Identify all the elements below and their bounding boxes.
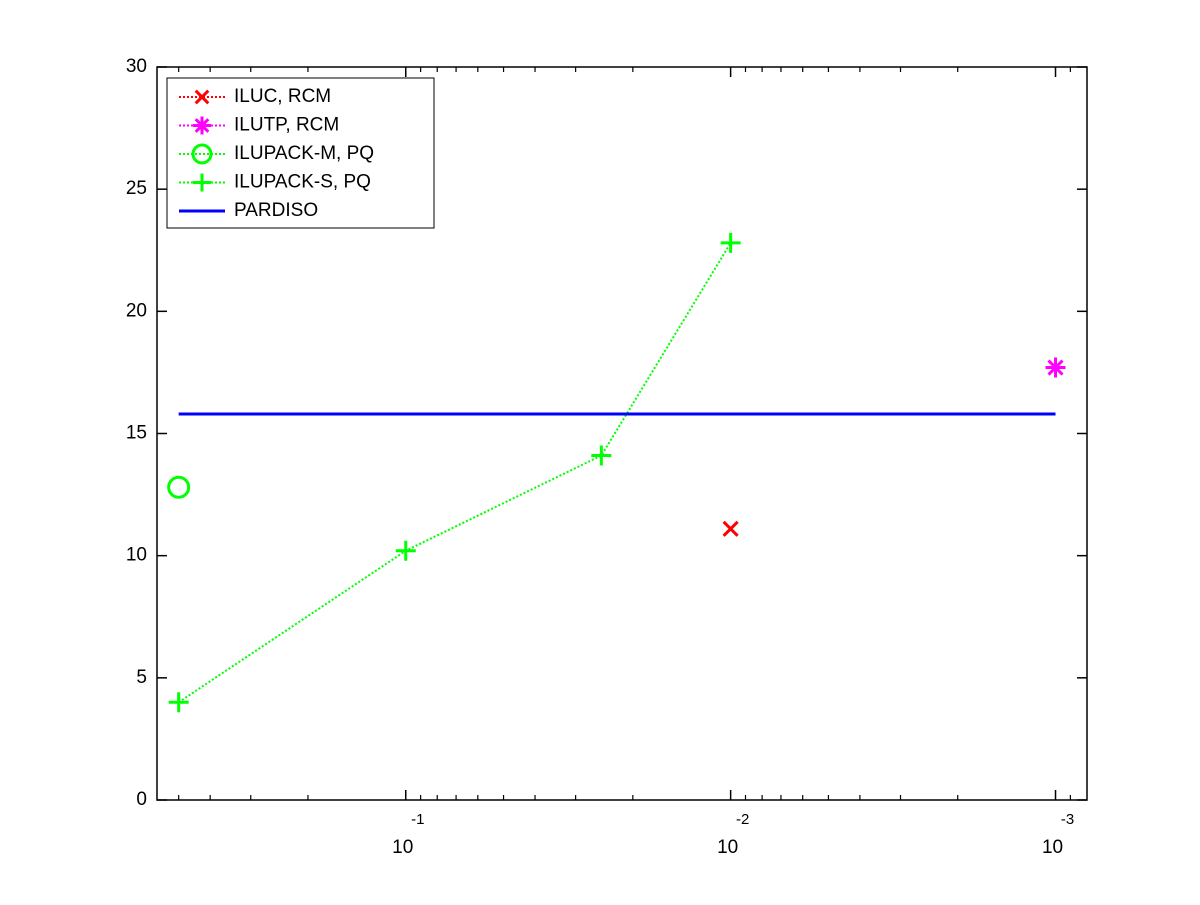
legend-marker	[191, 143, 213, 165]
y-tick-label: 20	[126, 300, 147, 321]
x-tick-exponent: -2	[736, 811, 749, 828]
marker	[1045, 357, 1066, 378]
legend-label: ILUPACK-S, PQ	[234, 172, 371, 193]
y-tick-label: 0	[136, 789, 147, 810]
x-tick-exponent: -1	[411, 811, 424, 828]
legend-label: ILUC, RCM	[234, 86, 331, 107]
legend-label: ILUPACK-M, PQ	[234, 143, 374, 164]
x-tick-label: 10	[392, 837, 413, 858]
y-tick-label: 25	[126, 178, 147, 199]
y-tick-label: 15	[126, 423, 147, 444]
marker	[395, 540, 416, 561]
legend: ILUC, RCM ILUTP, RCM ILUPACK-M, PQ ILUPACK-…	[166, 77, 435, 229]
marker	[720, 232, 741, 253]
y-tick-label: 30	[126, 56, 147, 77]
marker	[722, 520, 739, 537]
legend-marker	[193, 116, 211, 135]
y-tick-label: 10	[126, 545, 147, 566]
marker	[167, 475, 191, 499]
legend-label: PARDISO	[234, 200, 318, 221]
x-tick-label: 10	[717, 837, 738, 858]
series-line	[178, 242, 732, 704]
marker	[168, 692, 189, 713]
y-tick-label: 5	[136, 667, 147, 688]
x-tick-label: 10	[1042, 837, 1063, 858]
legend-marker	[193, 173, 211, 192]
marker	[591, 445, 612, 466]
legend-marker	[194, 89, 210, 105]
legend-label: ILUTP, RCM	[234, 115, 339, 136]
x-tick-exponent: -3	[1061, 811, 1074, 828]
